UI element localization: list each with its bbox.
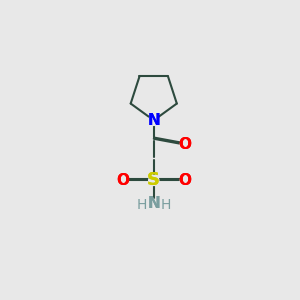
Text: H: H xyxy=(160,198,171,212)
Text: O: O xyxy=(178,137,191,152)
Text: O: O xyxy=(116,173,129,188)
Circle shape xyxy=(149,175,159,185)
Text: O: O xyxy=(178,173,191,188)
Text: S: S xyxy=(147,171,160,189)
Text: N: N xyxy=(147,196,160,211)
Circle shape xyxy=(118,176,127,185)
Circle shape xyxy=(149,115,159,125)
Text: S: S xyxy=(147,171,160,189)
Circle shape xyxy=(180,176,190,185)
Text: N: N xyxy=(147,113,160,128)
Text: O: O xyxy=(178,173,191,188)
Text: O: O xyxy=(178,137,191,152)
Text: O: O xyxy=(116,173,129,188)
Circle shape xyxy=(150,199,158,208)
Text: N: N xyxy=(147,196,160,211)
Text: N: N xyxy=(147,113,160,128)
Circle shape xyxy=(180,140,190,149)
Text: H: H xyxy=(136,198,147,212)
